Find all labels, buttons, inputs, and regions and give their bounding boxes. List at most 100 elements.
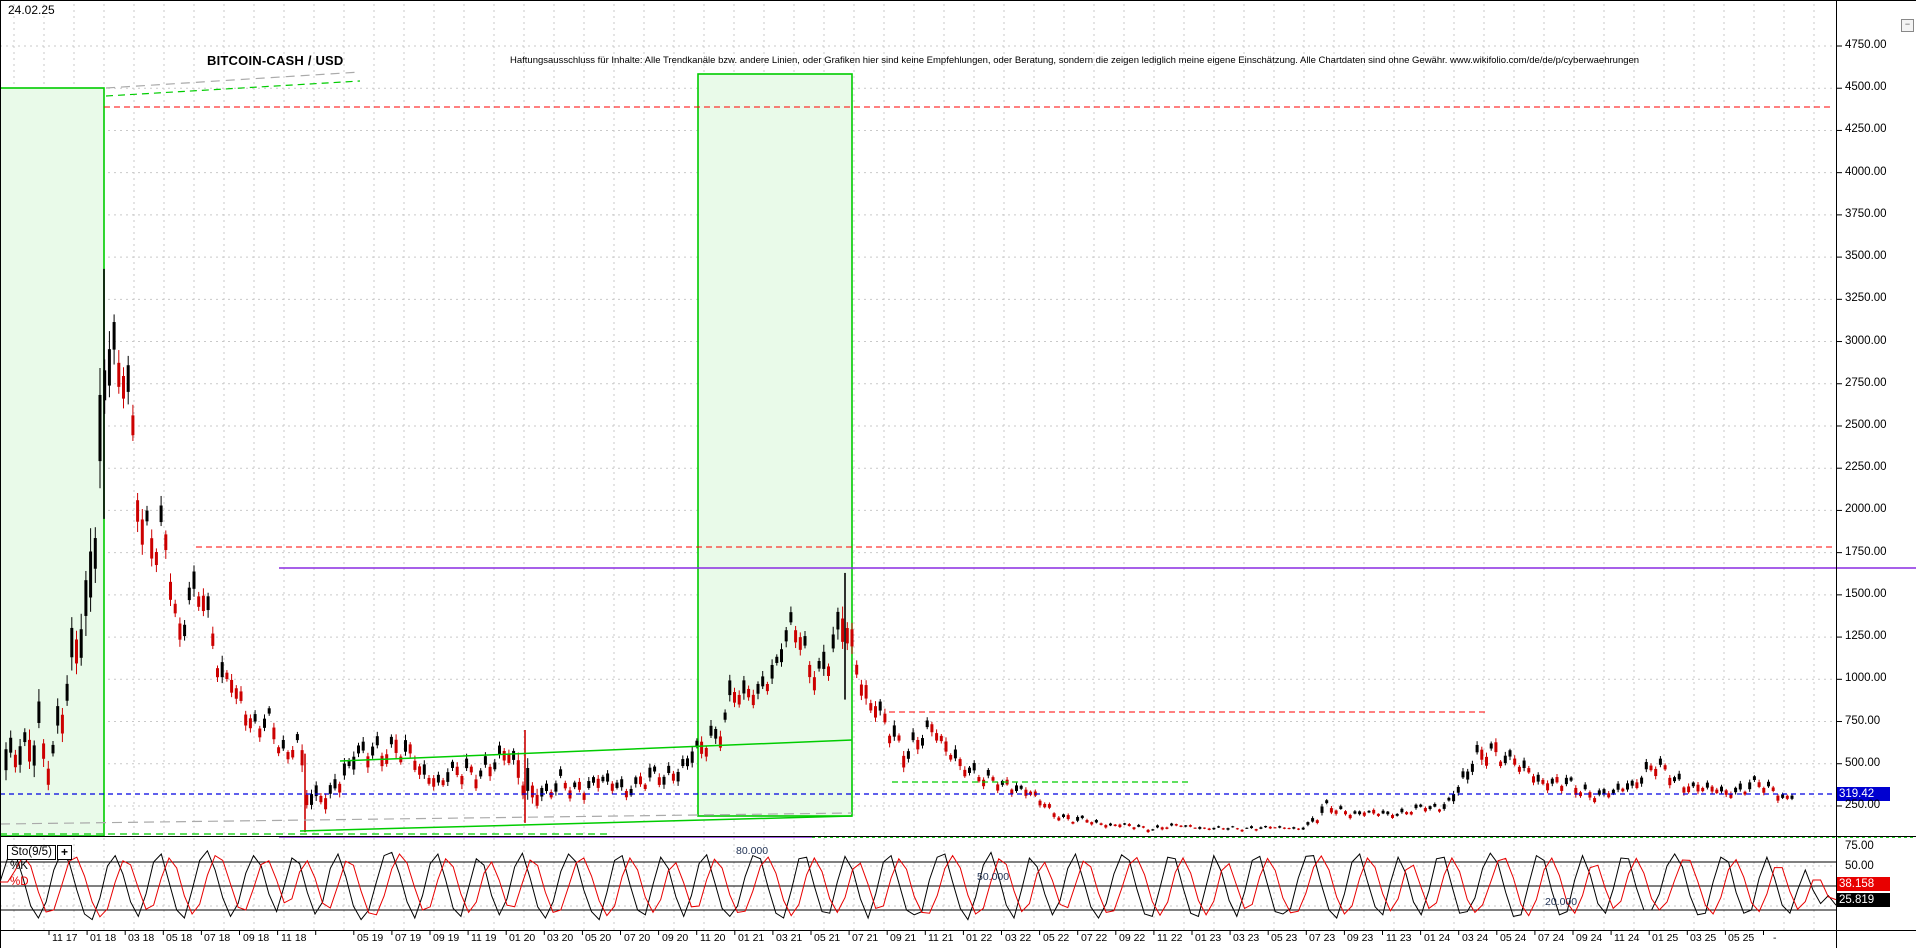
candle-body	[1475, 744, 1479, 753]
candle-body	[465, 758, 469, 769]
candle-body	[1264, 825, 1268, 828]
price-axis-label: 1750.00	[1845, 545, 1887, 558]
candle-body	[610, 783, 614, 791]
candle-body	[507, 754, 511, 764]
candle-body	[1076, 817, 1080, 821]
candle-body	[1743, 791, 1747, 795]
candle-body	[690, 751, 694, 763]
candle-body	[272, 727, 276, 740]
candle-body	[925, 720, 929, 728]
candle-body	[1235, 828, 1239, 830]
candle-body	[545, 783, 548, 792]
candle-body	[1066, 815, 1070, 820]
candle-body	[784, 630, 788, 642]
time-axis-label: 05 21	[814, 932, 841, 944]
time-axis-label: 11 19	[471, 932, 497, 944]
candle-body	[1132, 827, 1136, 830]
time-axis-label: 01 20	[509, 932, 536, 944]
candle-body	[695, 740, 699, 747]
candle-body	[1701, 787, 1705, 792]
candle-body	[737, 694, 741, 705]
candle-body	[648, 767, 652, 778]
candle-body	[530, 785, 534, 798]
candle-body	[1593, 798, 1597, 803]
candle-body	[1405, 812, 1409, 815]
candle-body	[164, 534, 168, 551]
stochastic-k-value-tag: 25.819	[1837, 893, 1890, 907]
candle-body	[37, 701, 41, 723]
candle-body	[1691, 782, 1695, 787]
candle-body	[1738, 783, 1742, 790]
candle-body	[1062, 814, 1065, 817]
candle-body	[267, 708, 271, 714]
candle-body	[1663, 765, 1667, 770]
stochastic-settings-button[interactable]: Sto(9/5)	[7, 845, 56, 860]
candle-body	[1198, 827, 1202, 829]
candle-body	[1240, 829, 1244, 832]
candle-body	[775, 656, 779, 663]
candle-body	[79, 629, 83, 658]
candle-body	[968, 767, 971, 773]
candle-body	[187, 587, 191, 601]
candle-body	[1156, 825, 1159, 828]
time-axis-label: 09 19	[433, 932, 460, 944]
candle-body	[897, 735, 901, 741]
candle-body	[1687, 786, 1691, 793]
candle-body	[394, 739, 398, 753]
candle-body	[422, 764, 426, 775]
candle-body	[319, 795, 323, 803]
time-axis-label: 09 23	[1347, 932, 1374, 944]
candle-body	[220, 662, 224, 678]
candle-body	[577, 781, 581, 790]
candle-body	[112, 322, 116, 350]
percent-d-label: %D	[10, 876, 29, 888]
price-axis-label: 4750.00	[1845, 39, 1887, 51]
time-axis-label: 11 24	[1614, 932, 1640, 944]
price-axis-label: 4250.00	[1845, 123, 1887, 136]
candle-body	[845, 628, 849, 644]
candle-body	[1485, 756, 1488, 766]
candle-body	[733, 692, 736, 703]
highlight-box	[697, 73, 853, 817]
candle-body	[1400, 808, 1404, 813]
candle-body	[798, 637, 802, 650]
candle-body	[643, 784, 647, 789]
candle-body	[1790, 795, 1794, 799]
time-axis-label: 07 23	[1309, 932, 1336, 944]
candle-body	[864, 685, 868, 699]
candle-body	[1757, 782, 1761, 787]
chart-date-stamp: 24.02.25	[8, 3, 55, 17]
add-indicator-icon[interactable]: +	[57, 845, 72, 860]
candle-body	[13, 754, 17, 768]
candle-body	[1348, 814, 1352, 819]
minimize-icon[interactable]: −	[1901, 19, 1914, 32]
candle-body	[107, 349, 111, 386]
candle-body	[1480, 749, 1484, 760]
candle-body	[681, 759, 685, 767]
candle-body	[794, 630, 798, 643]
candle-body	[305, 794, 309, 806]
candle-body	[1259, 827, 1263, 829]
candle-body	[1673, 777, 1676, 782]
candle-body	[1203, 827, 1206, 829]
candle-body	[714, 729, 718, 739]
time-axis-label: 05 24	[1500, 932, 1527, 944]
candle-body	[201, 595, 205, 612]
candle-body	[375, 736, 379, 746]
candle-body	[469, 766, 473, 773]
candle-body	[1226, 828, 1230, 830]
time-axis-end-dash: -	[1773, 932, 1777, 944]
candle-body	[1104, 825, 1108, 828]
price-axis-label: 4500.00	[1845, 81, 1887, 94]
candle-body	[122, 376, 125, 399]
candle-body	[1362, 812, 1366, 816]
candle-body	[389, 736, 393, 745]
time-axis-label: 09 22	[1119, 932, 1146, 944]
candle-body	[1221, 828, 1225, 830]
candle-body	[1386, 811, 1390, 815]
candle-body	[982, 779, 986, 787]
candle-body	[831, 634, 835, 649]
candle-body	[841, 618, 845, 642]
candle-body	[1057, 817, 1061, 821]
